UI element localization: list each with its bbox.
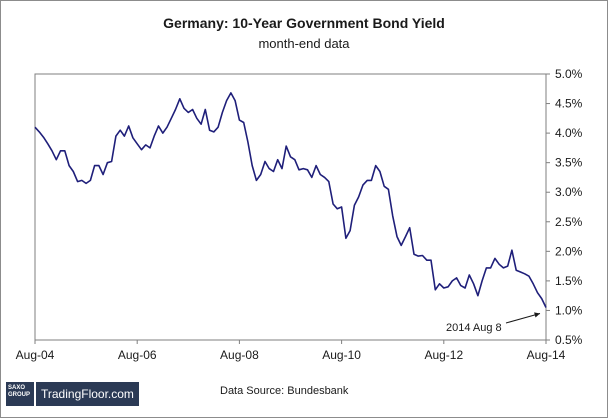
y-tick-label: 2.5% — [555, 215, 583, 229]
x-tick-label: Aug-04 — [16, 348, 55, 362]
y-tick-label: 3.5% — [555, 156, 583, 170]
x-tick-label: Aug-10 — [322, 348, 361, 362]
annotation-arrow-line — [505, 313, 541, 324]
annotation-group: 2014 Aug 8 — [446, 312, 541, 334]
data-source-label: Data Source: Bundesbank — [220, 385, 349, 397]
y-tick-label: 3.0% — [555, 185, 583, 199]
y-axis: 0.5% 1.0% 1.5% 2.0% 2.5% 3.0% 3.5% 4.0% 4.5% 5.0% — [546, 67, 583, 347]
saxo-logo-box: SAXO GROUP — [6, 382, 34, 406]
x-tick-label: Aug-06 — [118, 348, 157, 362]
logo-site-name: TradingFloor.com — [36, 382, 139, 406]
y-tick-label: 4.0% — [555, 126, 583, 140]
logo-brand-line2: GROUP — [8, 392, 31, 398]
series-line — [34, 92, 547, 308]
x-axis: Aug-04 Aug-06 Aug-08 Aug-10 Aug-12 Aug-14 — [16, 340, 566, 362]
series-group — [34, 92, 547, 308]
annotation-arrow-head — [534, 312, 540, 318]
y-tick-label: 1.5% — [555, 274, 583, 288]
plot-area — [34, 73, 547, 341]
y-tick-label: 2.0% — [555, 244, 583, 258]
brand-logo: SAXO GROUP TradingFloor.com — [6, 382, 139, 406]
x-tick-label: Aug-08 — [220, 348, 259, 362]
x-tick-label: Aug-14 — [527, 348, 566, 362]
annotation-label: 2014 Aug 8 — [446, 322, 502, 334]
logo-brand-line1: SAXO — [8, 385, 26, 391]
y-tick-label: 4.5% — [555, 97, 583, 111]
chart-subtitle: month-end data — [258, 36, 350, 51]
x-tick-label: Aug-12 — [424, 348, 463, 362]
y-tick-label: 0.5% — [555, 333, 583, 347]
y-tick-label: 5.0% — [555, 67, 583, 81]
chart-title: Germany: 10-Year Government Bond Yield — [163, 15, 445, 31]
y-tick-label: 1.0% — [555, 303, 583, 317]
